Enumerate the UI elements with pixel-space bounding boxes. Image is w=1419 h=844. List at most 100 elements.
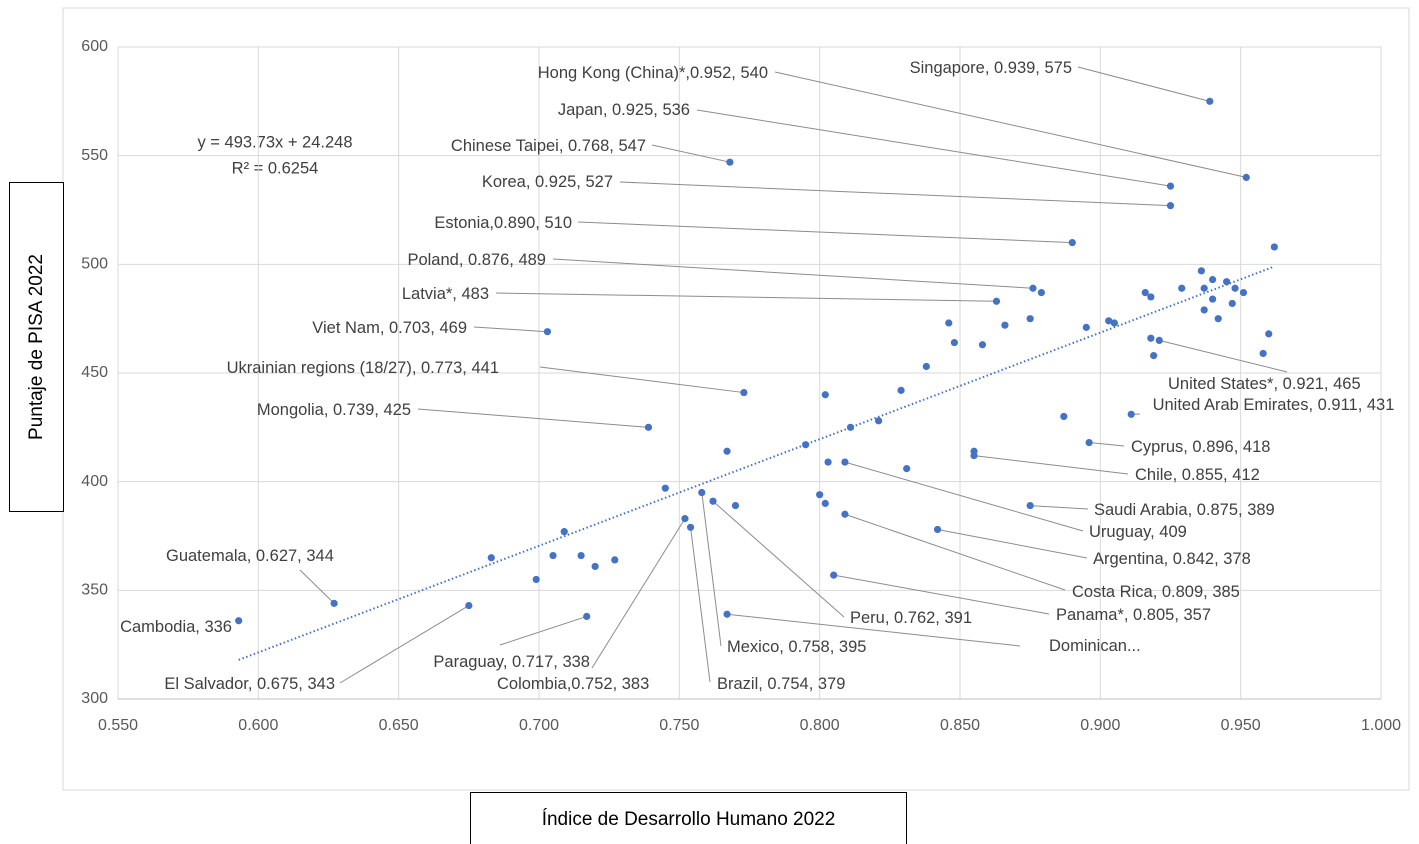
y-tick-label: 400 xyxy=(81,473,108,490)
point-label: Peru, 0.762, 391 xyxy=(850,609,973,627)
data-point xyxy=(661,484,669,492)
point-label: Latvia*, 483 xyxy=(401,285,489,303)
data-point xyxy=(465,601,473,610)
leader-line xyxy=(552,258,1034,289)
data-point xyxy=(1155,336,1163,344)
data-point xyxy=(1270,243,1278,251)
point-label: Chinese Taipei, 0.768, 547 xyxy=(450,137,646,155)
y-tick-label: 300 xyxy=(81,690,108,707)
point-label: Paraguay, 0.717, 338 xyxy=(433,653,590,671)
data-point xyxy=(824,458,832,466)
data-point xyxy=(841,510,849,518)
data-point xyxy=(945,319,953,327)
point-label: Cyprus, 0.896, 418 xyxy=(1131,438,1271,456)
x-tick-label: 1.000 xyxy=(1361,717,1401,734)
x-tick-label: 0.700 xyxy=(519,717,559,734)
y-tick-label: 550 xyxy=(81,147,108,164)
point-label: Panama*, 0.805, 357 xyxy=(1056,606,1212,624)
data-point xyxy=(933,525,942,534)
point-label: Estonia,0.890, 510 xyxy=(434,214,572,232)
point-label: Mexico, 0.758, 395 xyxy=(727,638,867,656)
data-point xyxy=(1082,323,1090,331)
point-label: Japan, 0.925, 536 xyxy=(557,101,690,119)
data-point xyxy=(950,338,958,347)
point-label: United Arab Emirates, 0.911, 431 xyxy=(1152,396,1395,414)
data-point xyxy=(1150,352,1158,360)
x-tick-label: 0.900 xyxy=(1080,717,1120,734)
point-label: Singapore, 0.939, 575 xyxy=(909,59,1072,77)
data-point xyxy=(1239,288,1248,297)
leader-line xyxy=(844,513,1066,591)
x-tick-label: 0.600 xyxy=(238,717,278,734)
leader-line xyxy=(712,500,845,618)
data-point xyxy=(821,499,829,507)
data-point xyxy=(1068,239,1076,247)
data-point xyxy=(1166,202,1175,210)
data-point xyxy=(1085,438,1093,447)
trend-equation: y = 493.73x + 24.248 xyxy=(197,133,352,151)
x-tick-label: 0.550 xyxy=(98,717,138,734)
data-point xyxy=(1029,284,1037,292)
leader-line xyxy=(499,615,587,646)
x-tick-label: 0.850 xyxy=(940,717,980,734)
data-point xyxy=(1265,330,1273,338)
data-point xyxy=(1214,315,1222,323)
leader-line xyxy=(577,221,1073,244)
data-point xyxy=(686,523,695,531)
data-point xyxy=(875,417,883,425)
y-tick-label: 350 xyxy=(81,582,108,599)
data-point xyxy=(1228,299,1236,308)
data-point xyxy=(235,617,243,625)
data-point xyxy=(992,297,1001,305)
leader-line xyxy=(696,109,1171,187)
point-label: Poland, 0.876, 489 xyxy=(407,251,546,269)
data-point xyxy=(1147,293,1155,301)
data-point xyxy=(543,328,552,336)
data-point xyxy=(830,571,838,579)
data-point xyxy=(922,362,930,371)
data-point xyxy=(532,575,540,584)
data-point xyxy=(903,465,911,473)
leader-line xyxy=(833,574,1050,615)
data-point xyxy=(1242,173,1250,181)
data-point xyxy=(1231,284,1239,292)
point-label: Mongolia, 0.739, 425 xyxy=(256,401,411,419)
leader-line xyxy=(1030,505,1089,510)
data-point xyxy=(577,551,585,560)
data-point xyxy=(583,612,591,621)
point-label: El Salvador, 0.675, 343 xyxy=(164,675,335,693)
data-point xyxy=(591,562,599,571)
data-point xyxy=(709,497,717,505)
data-point xyxy=(1206,97,1214,105)
leader-line xyxy=(473,326,548,333)
point-label: Dominican... xyxy=(1049,637,1141,655)
leader-line xyxy=(299,569,335,604)
x-tick-label: 0.950 xyxy=(1221,717,1261,734)
leader-line xyxy=(417,408,649,428)
data-point xyxy=(897,386,905,394)
leader-line xyxy=(701,492,722,647)
leader-line xyxy=(937,528,1088,559)
point-label: Uruguay, 409 xyxy=(1089,523,1187,541)
data-point xyxy=(1147,334,1155,342)
x-tick-label: 0.800 xyxy=(800,717,840,734)
data-point xyxy=(1209,295,1217,303)
data-point xyxy=(1001,321,1009,329)
data-point xyxy=(644,423,653,431)
data-point xyxy=(723,447,731,455)
leader-line xyxy=(1077,66,1210,102)
point-label: Hong Kong (China)*,0.952, 540 xyxy=(537,64,768,82)
y-axis-title-box: Puntaje de PISA 2022 xyxy=(9,182,64,512)
x-axis-title: Índice de Desarrollo Humano 2022 xyxy=(470,792,907,844)
data-point xyxy=(821,391,829,399)
leader-line xyxy=(619,181,1171,207)
leader-line xyxy=(726,613,1021,647)
data-point xyxy=(1178,284,1186,292)
leader-line xyxy=(651,144,730,163)
data-point xyxy=(1200,306,1208,314)
data-point xyxy=(841,458,849,466)
data-point xyxy=(1026,501,1034,510)
leader-line xyxy=(495,292,997,302)
data-point xyxy=(681,515,689,523)
